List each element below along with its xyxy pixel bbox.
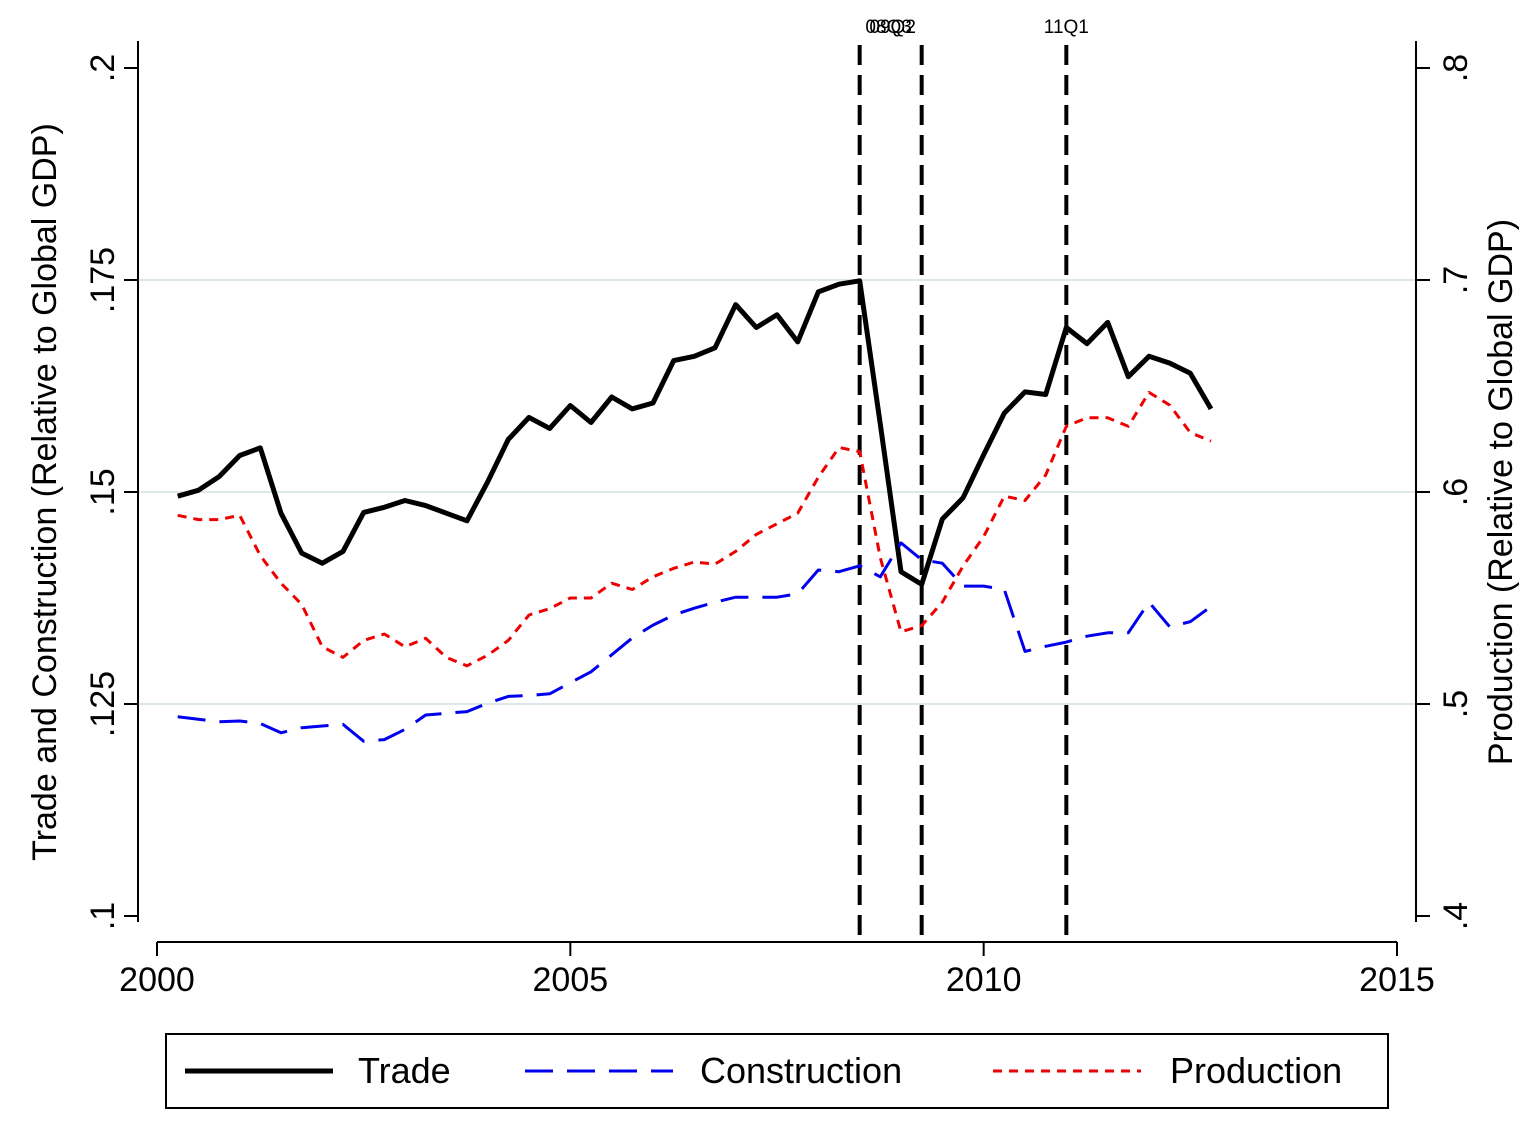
axes [137, 41, 1417, 943]
x-tick-label-2005: 2005 [533, 961, 609, 999]
event-line-label-08q3: 08Q3 [865, 17, 911, 38]
x-tick-label-2000: 2000 [119, 961, 195, 999]
legend-label-production: Production [1170, 1050, 1342, 1091]
ticks: 2000 2005 2010 2015 .1 .125 .15 .175 .2 .4 .5 .6 .7.… [84, 54, 1475, 999]
legend-box [165, 1033, 1389, 1109]
y-right-tick-label-6: .6 [1437, 478, 1475, 506]
y-right-tick-label-5: .5 [1437, 690, 1475, 718]
series-line-trade [177, 278, 1214, 587]
y-right-tick-label-7: .7 [1437, 266, 1475, 294]
y-axis-left-title: Trade and Construction (Relative to Glob… [26, 123, 64, 861]
y-right-tick-label-4: .4 [1437, 902, 1475, 930]
y-left-tick-label-15: .15 [84, 468, 122, 515]
series-line-production [177, 390, 1212, 668]
y-left-tick-label-175: .175 [84, 247, 122, 313]
legend-label-trade: Trade [358, 1050, 451, 1091]
event-line-label-09q2: 09Q2 [869, 17, 915, 38]
y-left-tick-label-2: .2 [84, 54, 122, 82]
legend: Trade Construction Production [165, 1033, 1389, 1109]
x-tick-label-2015: 2015 [1359, 961, 1435, 999]
y-left-tick-label-1: .1 [84, 902, 122, 930]
y-left-tick-label-125: .125 [84, 671, 122, 737]
legend-label-construction: Construction [700, 1050, 902, 1091]
y-axis-right-title: Production (Relative to Global GDP) [1482, 219, 1520, 765]
y-right-tick-label-8: .8 [1437, 54, 1475, 82]
series-line-construction [177, 541, 1212, 743]
x-tick-label-2010: 2010 [946, 961, 1022, 999]
event-line-label-11q1: 11Q1 [1044, 17, 1089, 38]
gridlines [138, 279, 1416, 705]
series-lines [177, 278, 1214, 743]
